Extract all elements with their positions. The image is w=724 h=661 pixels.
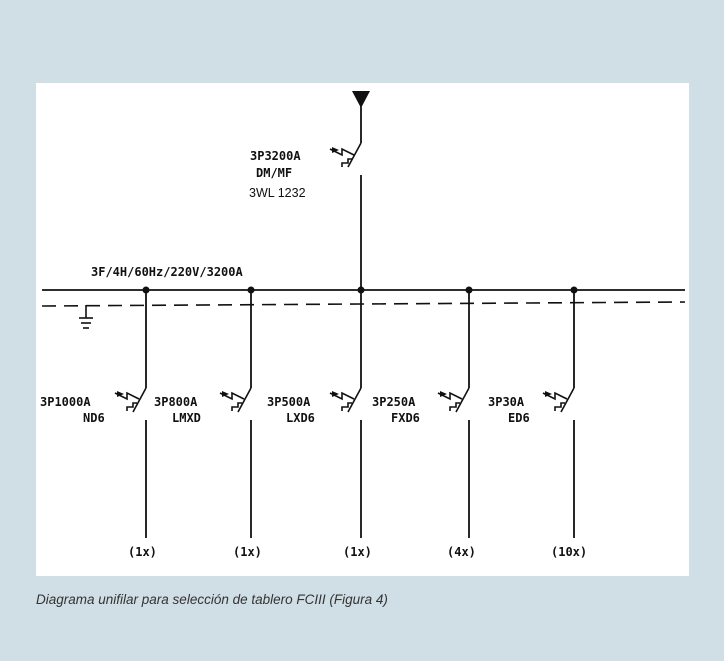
main-breaker-type: DM/MF — [256, 166, 292, 180]
feeder-4-circuit — [437, 290, 470, 538]
feeder-3-circuit — [329, 290, 362, 538]
feeder-3-qty: (1x) — [343, 545, 372, 559]
feeder-5-qty: (10x) — [551, 545, 587, 559]
feeder-2-circuit — [219, 290, 252, 538]
single-line-diagram: 3P3200A DM/MF 3WL 1232 3F/4H/60Hz/220V/3… — [40, 91, 686, 559]
feeder-4-qty: (4x) — [447, 545, 476, 559]
feeder-3-model: LXD6 — [286, 411, 315, 425]
figure-caption: Diagrama unifilar para selección de tabl… — [36, 592, 388, 607]
main-breaker-model: 3WL 1232 — [249, 186, 306, 200]
feeder-5-circuit — [542, 290, 575, 538]
feeder-4-model: FXD6 — [391, 411, 420, 425]
feeder-2-model: LMXD — [172, 411, 201, 425]
neutral-bus-dashed — [41, 301, 686, 307]
feeder-4-rating: 3P250A — [372, 395, 416, 409]
feeder-1-circuit — [114, 290, 147, 538]
feeder-5-model: ED6 — [508, 411, 530, 425]
feeder-2-qty: (1x) — [233, 545, 262, 559]
feeder-1-qty: (1x) — [128, 545, 157, 559]
main-breaker-rating: 3P3200A — [250, 149, 301, 163]
bus-label: 3F/4H/60Hz/220V/3200A — [91, 265, 243, 279]
feeder-2-rating: 3P800A — [154, 395, 198, 409]
main-breaker-symbol — [329, 142, 362, 290]
feeder-1-model: ND6 — [83, 411, 105, 425]
feeder-5-rating: 3P30A — [488, 395, 525, 409]
feeder-1-rating: 3P1000A — [40, 395, 91, 409]
diagram-panel: 3P3200A DM/MF 3WL 1232 3F/4H/60Hz/220V/3… — [36, 83, 689, 576]
feeder-3-rating: 3P500A — [267, 395, 311, 409]
ground-icon — [79, 305, 93, 329]
